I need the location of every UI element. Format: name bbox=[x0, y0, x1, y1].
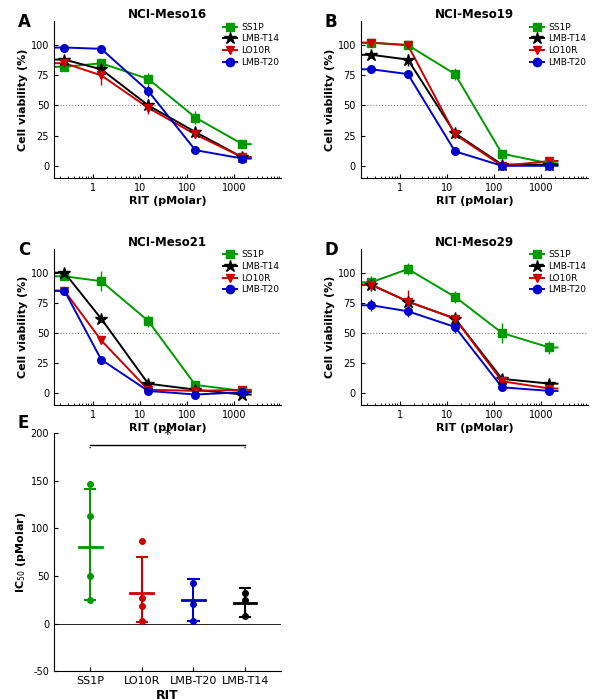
Legend: SS1P, LMB-T14, LO10R, LMB-T20: SS1P, LMB-T14, LO10R, LMB-T20 bbox=[223, 250, 280, 294]
X-axis label: RIT (pMolar): RIT (pMolar) bbox=[129, 423, 206, 433]
Title: NCI-Meso21: NCI-Meso21 bbox=[128, 236, 207, 249]
Text: *: * bbox=[164, 428, 172, 443]
X-axis label: RIT (pMolar): RIT (pMolar) bbox=[129, 196, 206, 206]
Y-axis label: IC$_{50}$ (pMolar): IC$_{50}$ (pMolar) bbox=[14, 512, 28, 593]
Title: NCI-Meso16: NCI-Meso16 bbox=[128, 8, 207, 21]
Title: NCI-Meso29: NCI-Meso29 bbox=[435, 236, 514, 249]
X-axis label: RIT: RIT bbox=[156, 689, 179, 699]
X-axis label: RIT (pMolar): RIT (pMolar) bbox=[436, 423, 513, 433]
Legend: SS1P, LMB-T14, LO10R, LMB-T20: SS1P, LMB-T14, LO10R, LMB-T20 bbox=[530, 23, 586, 67]
X-axis label: RIT (pMolar): RIT (pMolar) bbox=[436, 196, 513, 206]
Text: B: B bbox=[325, 13, 337, 31]
Title: NCI-Meso19: NCI-Meso19 bbox=[435, 8, 514, 21]
Y-axis label: Cell viability (%): Cell viability (%) bbox=[325, 276, 335, 378]
Y-axis label: Cell viability (%): Cell viability (%) bbox=[18, 48, 28, 150]
Text: C: C bbox=[17, 240, 30, 259]
Legend: SS1P, LMB-T14, LO10R, LMB-T20: SS1P, LMB-T14, LO10R, LMB-T20 bbox=[223, 23, 280, 67]
Text: D: D bbox=[325, 240, 338, 259]
Text: A: A bbox=[17, 13, 31, 31]
Text: E: E bbox=[17, 415, 29, 433]
Legend: SS1P, LMB-T14, LO10R, LMB-T20: SS1P, LMB-T14, LO10R, LMB-T20 bbox=[530, 250, 586, 294]
Y-axis label: Cell viability (%): Cell viability (%) bbox=[325, 48, 335, 150]
Y-axis label: Cell viability (%): Cell viability (%) bbox=[18, 276, 28, 378]
